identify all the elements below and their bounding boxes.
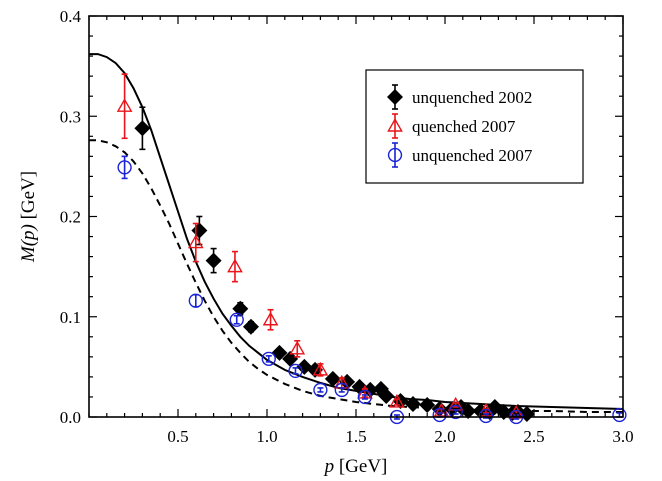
circle-marker (117, 160, 132, 175)
x-tick-label: 3.0 (612, 427, 633, 446)
legend-item: unquenched 2002 (387, 84, 532, 110)
y-axis-label: M(p) [GeV] (18, 171, 39, 263)
y-axis-label-unit: [GeV] (18, 171, 39, 224)
series-quenched-2007 (116, 73, 525, 419)
circle-marker (288, 363, 303, 379)
tick-labels: 0.5 1.0 1.5 2.0 2.5 3.0 0.0 0.1 0.2 0.3 0.4 (60, 7, 634, 446)
diamond-marker (378, 387, 395, 404)
diamond-marker (419, 396, 436, 413)
circle-marker (229, 312, 244, 327)
y-tick-label: 0.0 (60, 408, 81, 427)
triangle-marker (187, 234, 204, 249)
circle-marker (432, 407, 447, 423)
legend-item: quenched 2007 (387, 113, 516, 139)
y-tick-label: 0.4 (60, 7, 82, 26)
diamond-marker (282, 350, 299, 367)
x-axis-label-unit: [GeV] (334, 456, 387, 477)
diamond-marker (205, 252, 222, 269)
circle-marker (334, 382, 349, 398)
diamond-marker (324, 370, 341, 387)
diamond-marker (404, 395, 421, 412)
x-axis-label: p [GeV] (323, 456, 388, 477)
x-tick-label: 1.0 (256, 427, 277, 446)
y-tick-label: 0.3 (60, 107, 81, 126)
y-tick-label: 0.2 (60, 208, 81, 227)
circle-marker (313, 382, 328, 398)
triangle-marker (387, 117, 403, 132)
circle-marker (261, 351, 276, 366)
legend-label: unquenched 2002 (412, 88, 532, 107)
circle-marker (188, 293, 203, 308)
diamond-marker (242, 318, 259, 335)
diamond-marker (362, 381, 379, 398)
circle-marker (478, 408, 494, 424)
legend-items: unquenched 2002 quenched 2007 unquenched 2… (387, 84, 533, 168)
legend-item: unquenched 2007 (387, 142, 533, 168)
triangle-marker (227, 258, 243, 273)
diamond-marker (134, 120, 151, 137)
series-unquenched-2007 (117, 155, 627, 425)
series-unquenched-2002 (134, 106, 535, 422)
x-tick-label: 1.5 (345, 427, 366, 446)
triangle-marker (289, 340, 306, 355)
diamond-marker (387, 89, 403, 105)
legend: unquenched 2002 quenched 2007 unquenched 2… (365, 69, 584, 184)
x-tick-label: 2.5 (523, 427, 544, 446)
legend-label: quenched 2007 (412, 117, 516, 136)
circle-marker (612, 407, 627, 423)
x-tick-label: 0.5 (167, 427, 188, 446)
x-axis-label-symbol: p (323, 456, 335, 477)
legend-label: unquenched 2007 (412, 146, 533, 165)
y-axis-label-symbol: M(p) (18, 224, 39, 263)
diamond-marker (460, 402, 477, 419)
circle-marker (448, 404, 463, 420)
triangle-marker (116, 98, 133, 112)
axis-ticks (88, 15, 624, 418)
triangle-marker (262, 311, 279, 326)
diamond-marker (191, 222, 208, 239)
circle-marker (357, 389, 373, 405)
triangle-marker (312, 361, 329, 376)
y-tick-label: 0.1 (60, 308, 81, 327)
x-tick-label: 2.0 (434, 427, 455, 446)
triangle-marker (389, 393, 405, 408)
legend-box (365, 69, 584, 184)
data-points (116, 73, 627, 425)
circle-marker (387, 147, 403, 163)
